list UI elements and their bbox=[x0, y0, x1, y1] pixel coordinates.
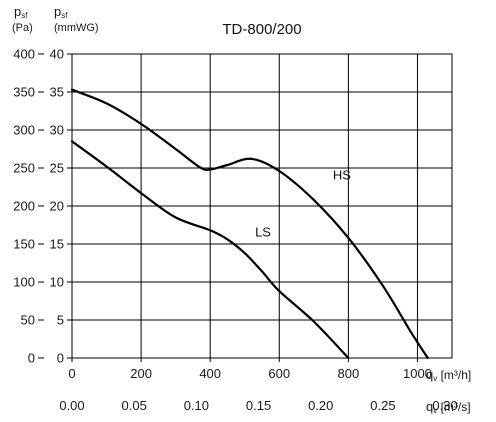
curve-label-hs: HS bbox=[333, 167, 351, 182]
x-tick-label-m3h: 400 bbox=[199, 366, 221, 381]
x-tick-label-m3s: 0.00 bbox=[59, 398, 84, 413]
curve-layer bbox=[70, 88, 429, 360]
x-tick-label-m3h: 0 bbox=[68, 366, 75, 381]
y-tick-label-mmwg: 5 bbox=[57, 313, 64, 328]
y-tick-label-mmwg: 15 bbox=[50, 237, 64, 252]
y-tick-label-pa: 350 bbox=[13, 85, 35, 100]
y-tick-label-mmwg: 10 bbox=[50, 275, 64, 290]
y-tick-label-pa: 100 bbox=[13, 275, 35, 290]
x-tick-label-m3h: 800 bbox=[338, 366, 360, 381]
x-tick-label-m3s: 0.05 bbox=[122, 398, 147, 413]
chart-title: TD-800/200 bbox=[222, 21, 301, 38]
y-tick-label-pa: 150 bbox=[13, 237, 35, 252]
x-tick-label-m3s: 0.25 bbox=[370, 398, 395, 413]
curve-label-ls: LS bbox=[255, 224, 271, 239]
x-tick-label-m3s: 0.30 bbox=[432, 398, 457, 413]
y-tick-label-pa: 250 bbox=[13, 161, 35, 176]
x-tick-label-m3h: 200 bbox=[130, 366, 152, 381]
curve-hs bbox=[70, 88, 429, 360]
x-tick-label-m3h: 600 bbox=[268, 366, 290, 381]
y-axis-unit-pa: (Pa) bbox=[12, 22, 33, 34]
y-tick-label-mmwg: 40 bbox=[50, 47, 64, 62]
y-axis-label-pa: psf bbox=[14, 4, 28, 20]
y-tick-label-pa: 0 bbox=[28, 351, 35, 366]
curve-ls bbox=[70, 140, 350, 360]
y-tick-label-pa: 300 bbox=[13, 123, 35, 138]
x-tick-label-m3h: 1000 bbox=[403, 366, 432, 381]
y-axis-unit-mmwg: (mmWG) bbox=[54, 22, 99, 34]
y-tick-label-pa: 400 bbox=[13, 47, 35, 62]
y-tick-label-mmwg: 0 bbox=[57, 351, 64, 366]
x-tick-label-m3s: 0.10 bbox=[184, 398, 209, 413]
y-tick-label-mmwg: 20 bbox=[50, 199, 64, 214]
y-axis-label-mmwg: psf bbox=[54, 4, 68, 20]
y-tick-label-pa: 200 bbox=[13, 199, 35, 214]
x-tick-label-m3s: 0.15 bbox=[246, 398, 271, 413]
chart-grid bbox=[38, 53, 453, 362]
x-tick-label-m3s: 0.20 bbox=[308, 398, 333, 413]
y-tick-label-mmwg: 25 bbox=[50, 161, 64, 176]
x-axis-label-m3h: qv [m³/h] bbox=[426, 367, 471, 383]
y-tick-label-mmwg: 35 bbox=[50, 85, 64, 100]
x-axis-label-m3s: qv [m³/s] bbox=[426, 399, 471, 415]
text-layer: 0055010100151502020025250303003535040400… bbox=[12, 4, 471, 415]
y-tick-label-pa: 50 bbox=[21, 313, 35, 328]
y-tick-label-mmwg: 30 bbox=[50, 123, 64, 138]
